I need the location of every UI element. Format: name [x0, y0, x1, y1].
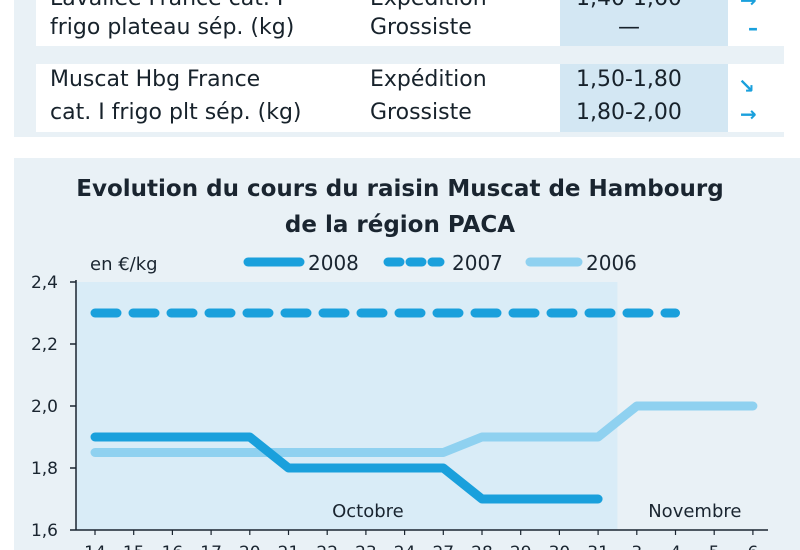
x-tick-label: 16	[162, 543, 184, 550]
chart-title-line-1: Evolution du cours du raisin Muscat de H…	[76, 176, 724, 202]
x-tick-label: 20	[239, 543, 261, 550]
x-tick-label: 15	[123, 543, 145, 550]
arrow-right-icon: →	[740, 102, 757, 126]
x-tick-label: 4	[670, 543, 681, 550]
market-stage: Expédition	[370, 0, 487, 16]
product-name-line: Muscat Hbg France	[50, 67, 261, 92]
price-range: 1,40-1,60	[576, 0, 682, 16]
arrow-right-icon: →	[740, 0, 757, 12]
product-name-line: frigo plateau sép. (kg)	[50, 15, 295, 40]
product-name-line: Lavallée France cat. I	[50, 0, 283, 16]
x-tick-label: 24	[394, 543, 416, 550]
x-tick-label: 21	[278, 543, 300, 550]
x-tick-label: 29	[510, 543, 532, 550]
x-tick-label: 27	[432, 543, 454, 550]
dash-icon: –	[748, 16, 758, 40]
price-table	[14, 0, 786, 137]
legend-label-2007: 2007	[452, 251, 503, 275]
x-tick-label: 23	[355, 543, 377, 550]
y-axis-label: en €/kg	[90, 254, 158, 275]
x-tick-label: 14	[84, 543, 106, 550]
y-tick-label: 2,0	[31, 397, 58, 417]
legend-label-2006: 2006	[586, 251, 637, 275]
y-tick-label: 1,6	[31, 521, 58, 541]
october-plot-area	[76, 282, 618, 530]
series-line-2006	[90, 401, 758, 457]
y-tick-label: 1,8	[31, 459, 58, 479]
price-column	[560, 0, 728, 46]
x-tick-label: 22	[316, 543, 338, 550]
price-range: —	[618, 15, 640, 40]
price-range: 1,50-1,80	[576, 67, 682, 92]
legend-label-2008: 2008	[308, 251, 359, 275]
market-stage: Grossiste	[370, 15, 472, 40]
y-tick-label: 2,2	[31, 335, 58, 355]
market-stage: Grossiste	[370, 100, 472, 125]
series-line-2008	[90, 432, 603, 504]
x-tick-label: 30	[549, 543, 571, 550]
market-stage: Expédition	[370, 67, 487, 92]
x-tick-label: 3	[631, 543, 642, 550]
x-tick-label: 6	[747, 543, 758, 550]
arrow-down-right-icon: ↘	[738, 74, 755, 98]
month-label: Octobre	[332, 501, 404, 522]
month-label: Novembre	[648, 501, 741, 522]
x-tick-label: 17	[200, 543, 222, 550]
x-tick-label: 28	[471, 543, 493, 550]
x-tick-label: 31	[587, 543, 609, 550]
x-tick-label: 5	[709, 543, 720, 550]
chart-title-line-2: de la région PACA	[284, 212, 516, 238]
price-range: 1,80-2,00	[576, 100, 682, 125]
product-name-line: cat. I frigo plt sép. (kg)	[50, 100, 302, 125]
y-tick-label: 2,4	[31, 273, 58, 293]
price-column	[560, 64, 728, 132]
